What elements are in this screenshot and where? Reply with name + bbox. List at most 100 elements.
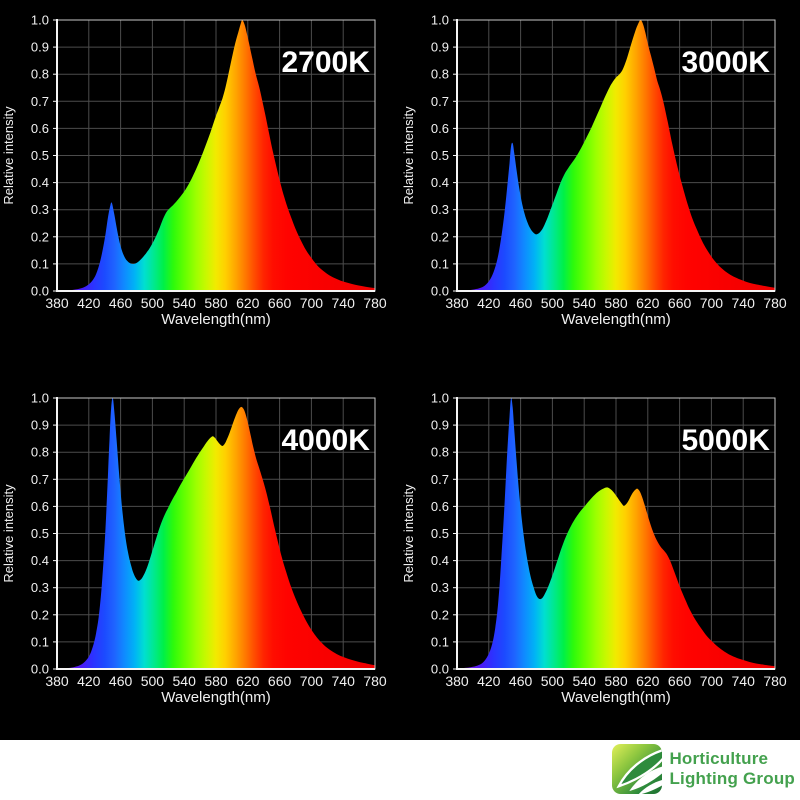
y-tick-label: 0.4 bbox=[31, 175, 49, 190]
y-tick-label: 0.0 bbox=[31, 662, 49, 677]
y-tick-label: 0.7 bbox=[431, 94, 449, 109]
chart-panel-2700k: 0.0 0.1 0.2 0.3 0.4 0.5 0.6 0.7 0.8 0.9 1.0 380 420 4… bbox=[0, 0, 400, 335]
y-tick-label: 0.0 bbox=[431, 662, 449, 677]
x-tick-label: 460 bbox=[109, 673, 133, 689]
x-axis-title: Wavelength(nm) bbox=[561, 311, 670, 328]
y-tick-label: 0.4 bbox=[431, 553, 449, 568]
chart-title: 3000K bbox=[682, 46, 771, 79]
x-tick-label: 420 bbox=[77, 673, 101, 689]
x-tick-label: 580 bbox=[204, 295, 228, 311]
x-tick-label: 780 bbox=[763, 673, 787, 689]
x-tick-label: 380 bbox=[45, 295, 69, 311]
x-tick-label: 660 bbox=[668, 295, 692, 311]
x-axis-title: Wavelength(nm) bbox=[561, 689, 670, 706]
x-tick-label: 620 bbox=[236, 295, 260, 311]
spectrum-chart: 0.0 0.1 0.2 0.3 0.4 0.5 0.6 0.7 0.8 0.9 1.0 380 420 4… bbox=[401, 391, 787, 707]
y-axis-title: Relative intensity bbox=[401, 106, 416, 205]
x-tick-label: 700 bbox=[300, 295, 324, 311]
x-tick-label: 540 bbox=[173, 295, 197, 311]
y-tick-label: 1.0 bbox=[431, 391, 449, 406]
y-tick-label: 0.1 bbox=[431, 256, 449, 271]
x-tick-label: 420 bbox=[477, 673, 501, 689]
x-tick-label: 580 bbox=[204, 673, 228, 689]
y-tick-marks bbox=[453, 397, 457, 670]
x-tick-label: 380 bbox=[45, 673, 69, 689]
y-tick-label: 0.7 bbox=[31, 94, 49, 109]
x-tick-label: 780 bbox=[363, 295, 387, 311]
x-tick-label: 780 bbox=[363, 673, 387, 689]
chart-title: 5000K bbox=[682, 424, 771, 457]
x-tick-label: 780 bbox=[763, 295, 787, 311]
x-tick-label: 500 bbox=[141, 673, 165, 689]
y-axis-title: Relative intensity bbox=[401, 484, 416, 583]
x-tick-label: 500 bbox=[541, 673, 565, 689]
chart-title: 2700K bbox=[282, 46, 371, 79]
x-tick-label: 540 bbox=[573, 295, 597, 311]
y-tick-label: 0.9 bbox=[431, 40, 449, 55]
x-tick-label: 420 bbox=[477, 295, 501, 311]
y-tick-marks bbox=[453, 19, 457, 292]
y-tick-label: 0.6 bbox=[431, 121, 449, 136]
y-tick-marks bbox=[53, 397, 57, 670]
y-tick-label: 0.5 bbox=[431, 148, 449, 163]
y-tick-label: 0.9 bbox=[31, 40, 49, 55]
y-tick-label: 1.0 bbox=[431, 13, 449, 28]
x-tick-label: 700 bbox=[700, 673, 724, 689]
x-tick-label: 460 bbox=[509, 673, 533, 689]
logo-leaves bbox=[616, 748, 663, 794]
x-tick-label: 420 bbox=[77, 295, 101, 311]
y-tick-label: 0.4 bbox=[31, 553, 49, 568]
y-axis-title: Relative intensity bbox=[1, 484, 16, 583]
x-tick-label: 540 bbox=[573, 673, 597, 689]
x-tick-label: 620 bbox=[636, 673, 660, 689]
brand-line1: Horticulture bbox=[669, 748, 769, 768]
x-tick-label: 380 bbox=[445, 673, 469, 689]
x-tick-label: 740 bbox=[732, 295, 756, 311]
y-tick-label: 0.0 bbox=[31, 284, 49, 299]
y-tick-label: 0.4 bbox=[431, 175, 449, 190]
y-tick-label: 0.0 bbox=[431, 284, 449, 299]
chart-title: 4000K bbox=[282, 424, 371, 457]
y-tick-label: 0.2 bbox=[31, 607, 49, 622]
spectrum-chart: 0.0 0.1 0.2 0.3 0.4 0.5 0.6 0.7 0.8 0.9 1.0 380 420 4… bbox=[1, 391, 387, 707]
x-tick-label: 460 bbox=[509, 295, 533, 311]
spectrum-area bbox=[457, 20, 775, 291]
y-tick-label: 1.0 bbox=[31, 391, 49, 406]
y-tick-label: 0.1 bbox=[431, 634, 449, 649]
y-tick-label: 0.8 bbox=[31, 445, 49, 460]
spectrum-area bbox=[457, 398, 775, 669]
spectrum-area bbox=[57, 20, 375, 291]
y-tick-label: 0.3 bbox=[431, 202, 449, 217]
y-tick-label: 0.3 bbox=[431, 580, 449, 595]
spectrum-area bbox=[57, 398, 375, 669]
y-tick-marks bbox=[53, 19, 57, 292]
x-tick-label: 580 bbox=[604, 295, 628, 311]
y-tick-label: 0.8 bbox=[31, 67, 49, 82]
x-tick-label: 660 bbox=[268, 295, 292, 311]
y-tick-label: 0.2 bbox=[431, 229, 449, 244]
brand-logo: Horticulture Lighting Group bbox=[612, 744, 795, 794]
y-tick-label: 1.0 bbox=[31, 13, 49, 28]
y-tick-label: 0.1 bbox=[31, 634, 49, 649]
y-tick-label: 0.5 bbox=[31, 148, 49, 163]
y-tick-label: 0.1 bbox=[31, 256, 49, 271]
x-tick-label: 660 bbox=[268, 673, 292, 689]
x-tick-label: 500 bbox=[141, 295, 165, 311]
x-tick-label: 580 bbox=[604, 673, 628, 689]
y-tick-label: 0.8 bbox=[431, 445, 449, 460]
y-tick-label: 0.2 bbox=[31, 229, 49, 244]
brand-line2: Lighting Group bbox=[669, 769, 795, 788]
x-tick-label: 500 bbox=[541, 295, 565, 311]
x-tick-label: 660 bbox=[668, 673, 692, 689]
brand-name: Horticulture Lighting Group bbox=[669, 749, 795, 789]
y-tick-label: 0.9 bbox=[31, 418, 49, 433]
x-tick-label: 740 bbox=[332, 295, 356, 311]
chart-panel-5000k: 0.0 0.1 0.2 0.3 0.4 0.5 0.6 0.7 0.8 0.9 1.0 380 420 4… bbox=[400, 378, 800, 713]
y-tick-label: 0.6 bbox=[31, 499, 49, 514]
y-tick-label: 0.8 bbox=[431, 67, 449, 82]
y-tick-label: 0.3 bbox=[31, 580, 49, 595]
spectrum-chart: 0.0 0.1 0.2 0.3 0.4 0.5 0.6 0.7 0.8 0.9 1.0 380 420 4… bbox=[1, 13, 387, 329]
y-tick-label: 0.3 bbox=[31, 202, 49, 217]
x-tick-label: 740 bbox=[732, 673, 756, 689]
footer-strip: Horticulture Lighting Group bbox=[0, 740, 800, 800]
